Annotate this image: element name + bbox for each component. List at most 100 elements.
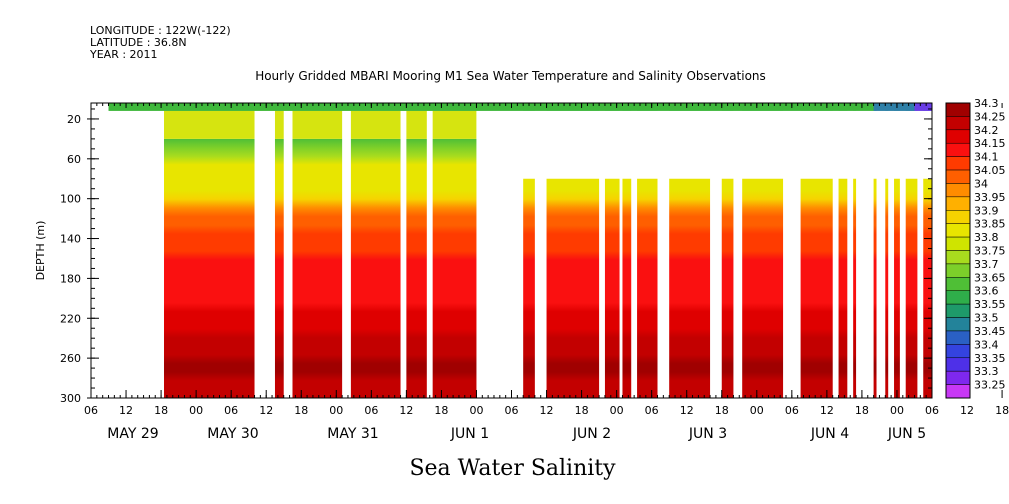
x-tick-label: 18 — [575, 404, 589, 417]
data-gap — [400, 110, 407, 399]
colorbar-label: 34.25 — [974, 110, 1006, 123]
colorbar-label: 33.3 — [974, 365, 999, 378]
chart-title: Hourly Gridded MBARI Mooring M1 Sea Wate… — [0, 69, 1009, 83]
variable-title-text: Sea Water Salinity — [409, 456, 616, 481]
colorbar-label: 34.3 — [974, 97, 999, 110]
x-tick-label: 12 — [119, 404, 133, 417]
x-tick-label: 00 — [750, 404, 764, 417]
colorbar-label: 34.2 — [974, 124, 999, 137]
x-tick-label: 00 — [329, 404, 343, 417]
colorbar-label: 33.85 — [974, 218, 1006, 231]
x-tick-label: 18 — [434, 404, 448, 417]
data-gap — [917, 110, 924, 399]
x-tick-label: 06 — [224, 404, 238, 417]
colorbar-swatch — [945, 129, 971, 144]
colorbar-swatch — [945, 156, 971, 171]
upper-gap — [476, 110, 932, 179]
x-tick-label: 12 — [399, 404, 413, 417]
x-tick-label: 18 — [855, 404, 869, 417]
surface-band-purple — [914, 103, 932, 111]
data-gap — [876, 110, 886, 399]
colorbar-swatch — [945, 357, 971, 372]
surface-band — [108, 103, 933, 111]
x-tick-label: 12 — [960, 404, 974, 417]
date-label: MAY 29 — [107, 426, 158, 442]
x-tick-label: 12 — [259, 404, 273, 417]
y-tick-label: 180 — [60, 272, 81, 285]
x-tick-label: 00 — [890, 404, 904, 417]
x-tick-label: 06 — [925, 404, 939, 417]
colorbar-label: 33.75 — [974, 245, 1006, 258]
colorbar-label: 33.5 — [974, 312, 999, 325]
data-gap — [534, 110, 547, 399]
colorbar-swatch — [945, 330, 971, 345]
x-tick-label: 12 — [820, 404, 834, 417]
data-gap — [856, 110, 874, 399]
colorbar-label: 33.6 — [974, 285, 999, 298]
colorbar-label: 34.15 — [974, 137, 1006, 150]
colorbar-label: 33.55 — [974, 298, 1006, 311]
year-label: YEAR : 2011 — [90, 48, 158, 61]
colorbar-swatch — [945, 116, 971, 131]
colorbar-label: 33.4 — [974, 338, 999, 351]
colorbar: 34.334.2534.234.1534.134.053433.9533.933… — [945, 97, 1006, 399]
surface-band-blue — [873, 103, 932, 111]
x-tick-label: 06 — [505, 404, 519, 417]
colorbar-swatch — [945, 303, 971, 318]
x-tick-label: 18 — [715, 404, 729, 417]
colorbar-label: 33.7 — [974, 258, 999, 271]
x-tick-label: 00 — [189, 404, 203, 417]
date-label: JUN 1 — [450, 426, 489, 442]
colorbar-label: 34 — [974, 177, 988, 190]
y-tick-label: 300 — [60, 392, 81, 405]
colorbar-swatch — [945, 142, 971, 157]
colorbar-label: 34.1 — [974, 151, 999, 164]
data-gap — [832, 110, 839, 399]
data-gap — [283, 110, 293, 399]
colorbar-label: 33.95 — [974, 191, 1006, 204]
data-gap — [733, 110, 743, 399]
y-tick-label: 140 — [60, 233, 81, 246]
chart-title-text: Hourly Gridded MBARI Mooring M1 Sea Wate… — [255, 69, 766, 83]
data-gap — [783, 110, 801, 399]
x-tick-label: 12 — [540, 404, 554, 417]
x-tick-label: 18 — [294, 404, 308, 417]
data-gap — [619, 110, 623, 399]
colorbar-swatch — [945, 250, 971, 265]
y-tick-label: 60 — [67, 153, 81, 166]
colorbar-swatch — [945, 169, 971, 184]
y-axis-label: DEPTH (m) — [34, 221, 47, 281]
latitude-label: LATITUDE : 36.8N — [90, 36, 187, 49]
colorbar-swatch — [945, 384, 971, 399]
x-tick-label: 18 — [154, 404, 168, 417]
data-gap — [657, 110, 670, 399]
x-tick-label: 12 — [680, 404, 694, 417]
colorbar-swatch — [945, 196, 971, 211]
colorbar-swatch — [945, 344, 971, 359]
x-tick-label: 00 — [469, 404, 483, 417]
colorbar-swatch — [945, 317, 971, 332]
x-tick-label: 06 — [364, 404, 378, 417]
date-label: MAY 30 — [207, 426, 258, 442]
y-tick-label: 260 — [60, 352, 81, 365]
data-gap — [710, 110, 722, 399]
data-gap — [342, 110, 351, 399]
x-tick-label: 06 — [645, 404, 659, 417]
upper-field — [164, 110, 477, 139]
colorbar-swatch — [945, 277, 971, 291]
plot-area — [91, 103, 933, 399]
colorbar-swatch — [945, 236, 971, 251]
colorbar-swatch — [945, 210, 971, 224]
x-tick-label: 00 — [610, 404, 624, 417]
data-gap — [426, 110, 433, 399]
axes: 20 60 100 140 180 220 260 300 DEPTH (m) 06 12 18 00 0… — [34, 102, 1009, 442]
colorbar-frame — [945, 102, 971, 399]
colorbar-label: 34.05 — [974, 164, 1006, 177]
date-label: JUN 5 — [887, 426, 926, 442]
x-tick-label: 06 — [785, 404, 799, 417]
y-tick-label: 100 — [60, 193, 81, 206]
data-gap — [888, 110, 895, 399]
colorbar-label: 33.35 — [974, 352, 1006, 365]
data-gap — [847, 110, 854, 399]
